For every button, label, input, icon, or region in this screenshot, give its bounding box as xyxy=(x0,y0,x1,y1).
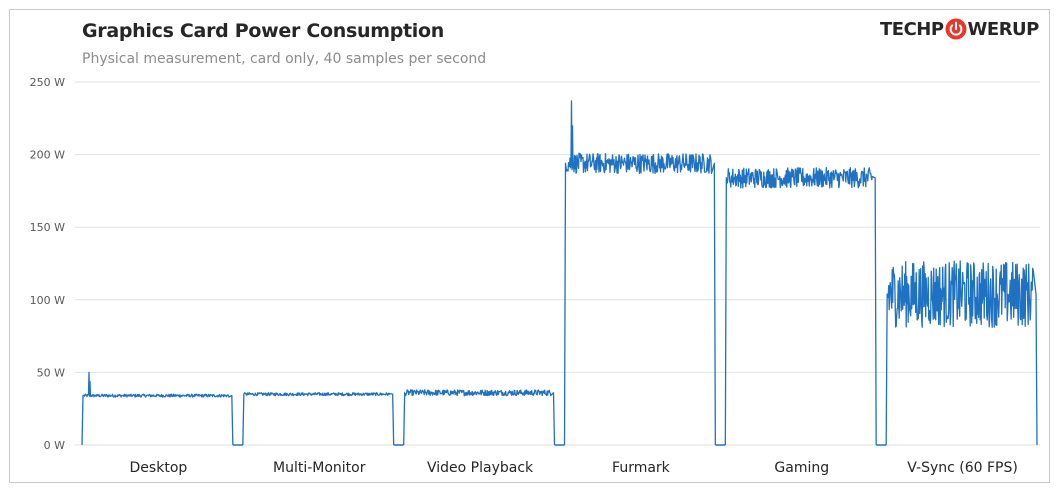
grid xyxy=(75,81,1040,446)
logo-text-left: TECHP xyxy=(880,18,944,40)
logo-text-right: WERUP xyxy=(967,18,1040,40)
series-line-4 xyxy=(563,100,716,446)
series-line-6 xyxy=(885,260,1038,446)
y-tick-label: 100 W xyxy=(30,294,65,307)
y-axis: 0 W 50 W 100 W 150 W 200 W 250 W xyxy=(30,76,65,452)
y-tick-label: 150 W xyxy=(30,221,65,234)
power-icon xyxy=(945,18,967,40)
series-group xyxy=(81,100,1038,446)
x-category-label: Desktop xyxy=(130,460,188,476)
x-category-label: Video Playback xyxy=(427,460,534,476)
y-tick-label: 250 W xyxy=(30,76,65,89)
series-line-3 xyxy=(403,389,556,446)
x-category-label: Gaming xyxy=(774,460,829,476)
chart-subtitle: Physical measurement, card only, 40 samp… xyxy=(82,51,487,67)
series-line-1 xyxy=(81,371,234,446)
techpowerup-logo: TECHP WERUP xyxy=(880,15,1039,43)
y-tick-label: 50 W xyxy=(37,366,65,379)
x-category-label: Furmark xyxy=(612,460,671,476)
x-category-label: Multi-Monitor xyxy=(273,460,366,476)
y-tick-label: 200 W xyxy=(30,149,65,162)
y-tick-label: 0 W xyxy=(44,439,65,452)
x-axis: Desktop Multi-Monitor Video Playback Furmar… xyxy=(130,460,1018,476)
chart-title: Graphics Card Power Consumption xyxy=(82,20,444,42)
series-line-5 xyxy=(724,167,877,446)
series-line-2 xyxy=(242,392,395,446)
x-category-label: V-Sync (60 FPS) xyxy=(907,460,1018,476)
